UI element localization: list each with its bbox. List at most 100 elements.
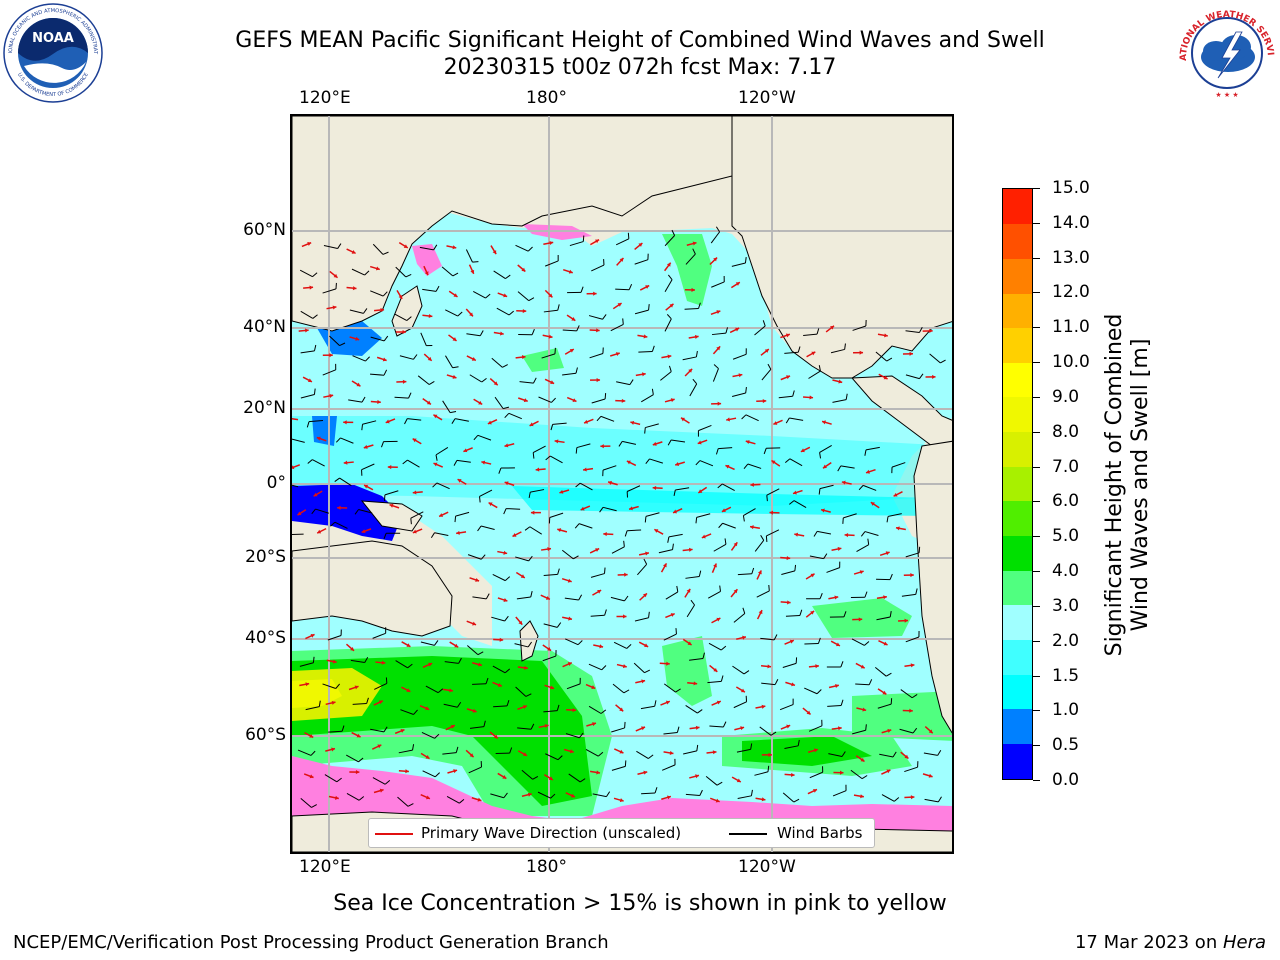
colorbar-tick-label: 1.5 bbox=[1052, 665, 1080, 686]
wave-direction-arrowhead bbox=[834, 595, 839, 600]
wave-direction-arrowhead bbox=[412, 529, 417, 534]
wind-barb-flag bbox=[530, 723, 535, 730]
wind-barb-flag bbox=[648, 304, 650, 311]
wind-barb-flag bbox=[817, 637, 821, 644]
wind-barb bbox=[737, 795, 752, 800]
wind-barb bbox=[747, 463, 762, 469]
wind-barb-flag bbox=[577, 640, 583, 646]
wave-direction-arrowhead bbox=[733, 589, 738, 594]
wave-direction-arrowhead bbox=[329, 353, 333, 358]
wind-barb bbox=[585, 749, 599, 757]
wind-barb bbox=[444, 661, 459, 664]
wind-barb-flag bbox=[742, 607, 746, 614]
wave-direction-arrowhead bbox=[841, 480, 846, 485]
wind-barb-flag bbox=[550, 424, 554, 431]
wind-barb bbox=[566, 683, 581, 690]
wind-barb bbox=[803, 333, 818, 336]
wind-barb bbox=[569, 241, 584, 247]
wind-barb bbox=[425, 685, 439, 694]
wave-direction-arrowhead bbox=[355, 770, 360, 775]
wave-direction-arrowhead bbox=[453, 293, 458, 297]
wave-direction-arrowhead bbox=[758, 610, 763, 615]
wind-barb-flag bbox=[341, 725, 345, 732]
wind-barb-flag bbox=[768, 584, 770, 592]
wind-barb-flag bbox=[557, 304, 560, 311]
colorbar-tick bbox=[1033, 501, 1040, 503]
wave-direction-arrowhead bbox=[493, 734, 498, 739]
wind-barb bbox=[446, 796, 460, 804]
lon-label-bottom-180: 180° bbox=[526, 857, 567, 877]
wind-barb-flag bbox=[813, 531, 818, 537]
wave-direction-arrowhead bbox=[666, 262, 671, 267]
wind-barb bbox=[417, 375, 430, 385]
wind-barb bbox=[745, 414, 759, 422]
wave-direction-arrowhead bbox=[688, 547, 693, 552]
wave-direction-arrowhead bbox=[559, 489, 564, 494]
wave-direction-arrowhead bbox=[547, 547, 551, 552]
wind-barb-flag bbox=[645, 458, 650, 464]
wave-direction-arrowhead bbox=[666, 661, 670, 666]
wave-direction-arrowhead bbox=[791, 682, 795, 687]
wind-barb-flag bbox=[840, 661, 844, 668]
wave-direction-arrowhead bbox=[835, 642, 840, 647]
wave-direction-arrowhead bbox=[733, 542, 738, 547]
vector-field bbox=[292, 226, 946, 808]
wind-barb bbox=[407, 459, 420, 468]
wave-direction-arrowhead bbox=[885, 551, 890, 556]
lat-label-60s: 60°S bbox=[245, 725, 286, 745]
wind-barb bbox=[491, 616, 505, 622]
wave-direction-arrowhead bbox=[929, 328, 933, 334]
wave-direction-arrowhead bbox=[381, 660, 386, 665]
wind-barb bbox=[578, 523, 593, 529]
wave-direction-arrowhead bbox=[608, 480, 612, 485]
lat-label-40n: 40°N bbox=[243, 317, 286, 337]
wind-barb bbox=[754, 540, 765, 552]
wind-barb bbox=[442, 752, 457, 755]
wind-barb bbox=[292, 438, 305, 443]
wind-barb-flag bbox=[690, 599, 695, 606]
wind-barb-flag bbox=[528, 297, 535, 302]
wind-barb-flag bbox=[864, 449, 867, 456]
wind-barb bbox=[562, 372, 577, 376]
wave-direction-arrowhead bbox=[521, 267, 526, 272]
wind-barb bbox=[350, 659, 365, 663]
new-guinea-landmass bbox=[360, 500, 423, 532]
wind-barb bbox=[395, 266, 407, 278]
wind-barb-flag bbox=[774, 678, 779, 685]
wind-barb-flag bbox=[667, 439, 672, 446]
lat-label-20n: 20°N bbox=[243, 398, 286, 418]
wind-barb-flag bbox=[313, 344, 317, 351]
wave-direction-arrowhead bbox=[380, 307, 385, 313]
wave-direction-arrowhead bbox=[810, 573, 815, 578]
wave-direction-arrowhead bbox=[761, 797, 766, 802]
wave-direction-arrowhead bbox=[597, 590, 602, 594]
wave-direction-arrowhead bbox=[771, 460, 776, 465]
wind-barb bbox=[626, 485, 641, 492]
wave-direction-arrowhead bbox=[334, 795, 339, 800]
wind-barb bbox=[339, 477, 352, 487]
wave-direction-arrowhead bbox=[402, 379, 407, 384]
wave-direction-arrowhead bbox=[389, 503, 394, 508]
wave-direction-arrowhead bbox=[626, 460, 631, 465]
wind-barb-flag bbox=[459, 798, 465, 804]
wave-direction-arrowhead bbox=[839, 770, 844, 775]
wave-direction-arrowhead bbox=[331, 747, 335, 752]
wind-barb bbox=[743, 508, 756, 516]
wave-direction-arrowhead bbox=[593, 291, 597, 296]
wave-direction-arrowhead bbox=[870, 502, 875, 506]
wind-barb bbox=[590, 614, 605, 617]
wind-barb bbox=[685, 575, 700, 579]
wave-direction-arrowhead bbox=[909, 708, 913, 713]
wind-barb-flag bbox=[843, 611, 847, 618]
wind-barb-flag bbox=[313, 388, 316, 395]
wave-direction-arrowhead bbox=[520, 574, 525, 578]
wind-barb-flag bbox=[912, 727, 918, 734]
wind-barb-flag bbox=[715, 448, 719, 455]
wind-barb bbox=[384, 490, 399, 496]
wind-barb-flag bbox=[383, 533, 387, 540]
wave-direction-arrowhead bbox=[692, 241, 697, 246]
colorbar-segment bbox=[1003, 258, 1032, 294]
wind-barb-flag bbox=[307, 459, 313, 464]
wave-direction-arrowhead bbox=[680, 417, 685, 422]
colorbar-tick-label: 13.0 bbox=[1052, 247, 1090, 268]
